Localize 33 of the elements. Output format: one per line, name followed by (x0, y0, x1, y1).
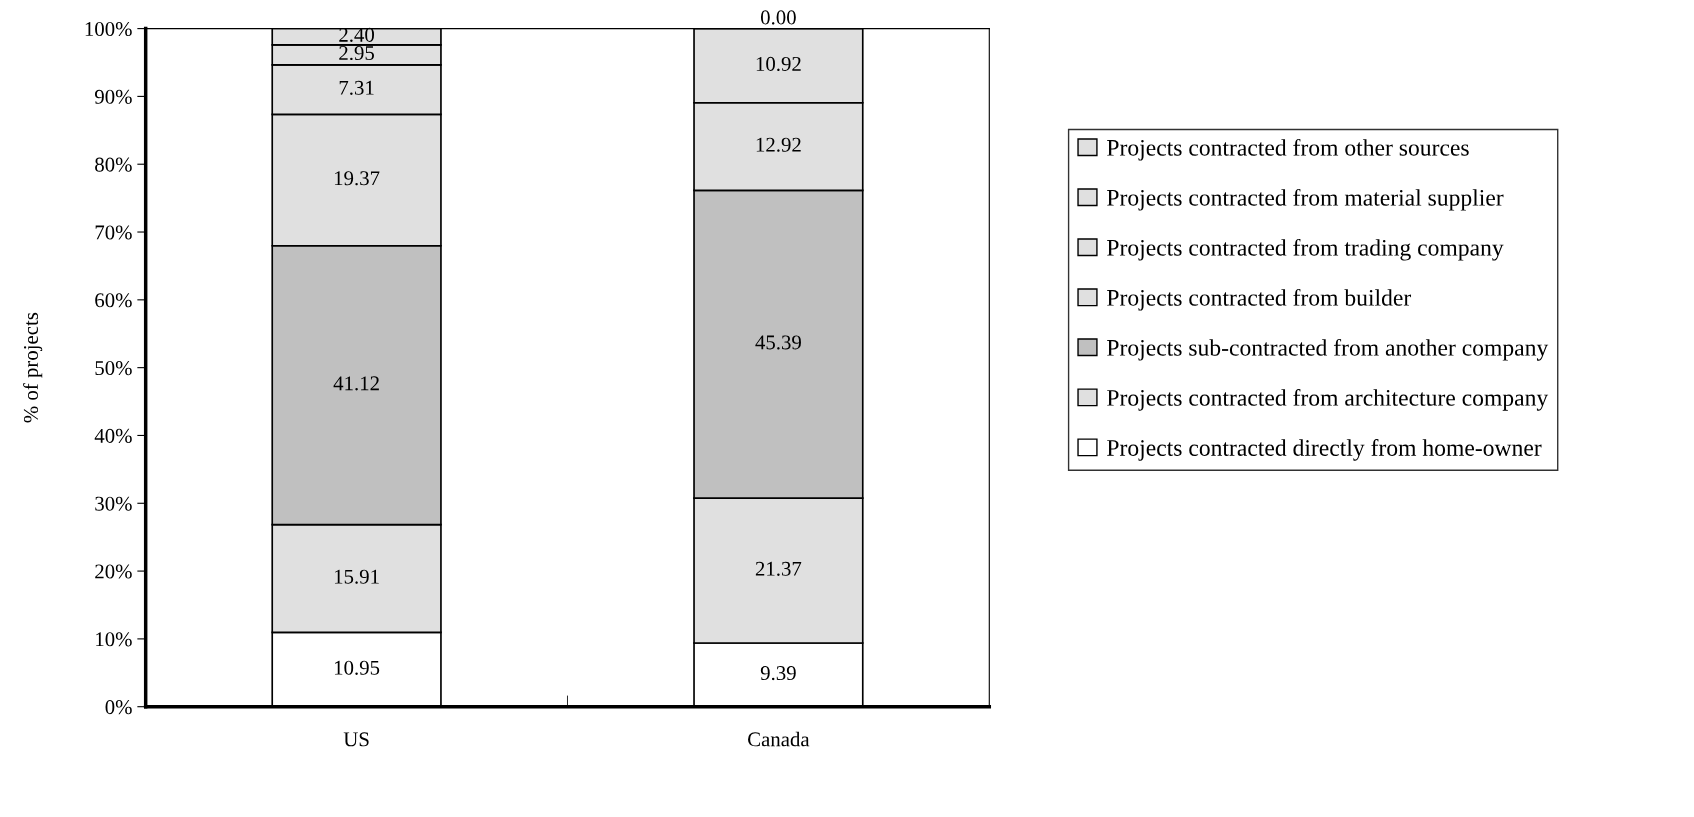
legend-label: Projects contracted from builder (1107, 288, 1412, 311)
legend-label: Projects contracted from other sources (1107, 138, 1469, 161)
data-label: 0.00 (760, 10, 796, 25)
y-tick-label: 70% (95, 225, 132, 240)
x-tick-label: Canada (748, 731, 810, 747)
data-label: 15.91 (334, 569, 379, 584)
y-tick-label: 50% (95, 361, 132, 376)
y-axis-title: % of projects (23, 312, 43, 423)
y-tick-label: 90% (94, 89, 132, 104)
legend-label: Projects sub-contracted from another company (1107, 338, 1549, 361)
y-tick-label: 0% (105, 700, 132, 715)
y-tick-label: 30% (95, 496, 132, 511)
legend-label: Projects contracted directly from home-owner (1107, 439, 1542, 461)
data-label: 10.92 (756, 56, 801, 71)
y-tick-label: 80% (95, 157, 132, 172)
y-tick-label: 20% (95, 564, 132, 579)
y-tick-label: 10% (96, 632, 132, 647)
data-label: 21.37 (755, 561, 802, 576)
legend-label: Projects contracted from architecture company (1107, 388, 1549, 411)
legend-label: Projects contracted from trading company (1107, 238, 1504, 261)
data-label: 9.39 (760, 666, 796, 681)
data-label: 2.95 (339, 46, 374, 61)
data-label: 7.31 (339, 80, 374, 95)
data-label: 12.92 (756, 137, 801, 152)
y-tick-label: 100% (85, 21, 132, 37)
data-label: 10.95 (334, 660, 380, 675)
legend-label: Projects contracted from material supplier (1107, 188, 1504, 211)
x-tick-label: US (343, 732, 369, 747)
y-tick-label: 40% (94, 428, 132, 443)
y-tick-label: 60% (95, 293, 132, 308)
data-label: 41.12 (333, 376, 379, 391)
data-label: 19.37 (334, 171, 380, 186)
data-label: 45.39 (755, 335, 801, 350)
